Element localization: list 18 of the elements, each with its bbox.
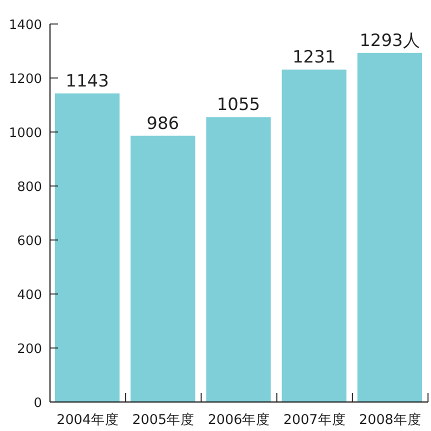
y-tick-label: 600 xyxy=(17,234,42,249)
y-tick-label: 400 xyxy=(17,288,42,303)
y-tick-label: 800 xyxy=(17,180,42,195)
x-tick-label: 2008年度 xyxy=(359,412,422,428)
x-tick-label: 2005年度 xyxy=(132,412,195,428)
x-tick-label: 2007年度 xyxy=(283,412,346,428)
y-tick-label: 200 xyxy=(17,342,42,357)
data-label: 1293人 xyxy=(360,30,420,51)
data-label: 1231 xyxy=(292,48,336,68)
x-tick-label: 2006年度 xyxy=(208,412,270,428)
data-label: 986 xyxy=(146,114,180,134)
y-tick-label: 1400 xyxy=(8,18,42,33)
y-tick-label: 1000 xyxy=(8,126,42,141)
y-tick-label: 1200 xyxy=(8,72,42,87)
x-tick-label: 2004年度 xyxy=(56,412,119,428)
data-label: 1143 xyxy=(66,71,109,92)
y-tick-label: 0 xyxy=(34,396,42,411)
data-label: 1055 xyxy=(216,95,260,116)
